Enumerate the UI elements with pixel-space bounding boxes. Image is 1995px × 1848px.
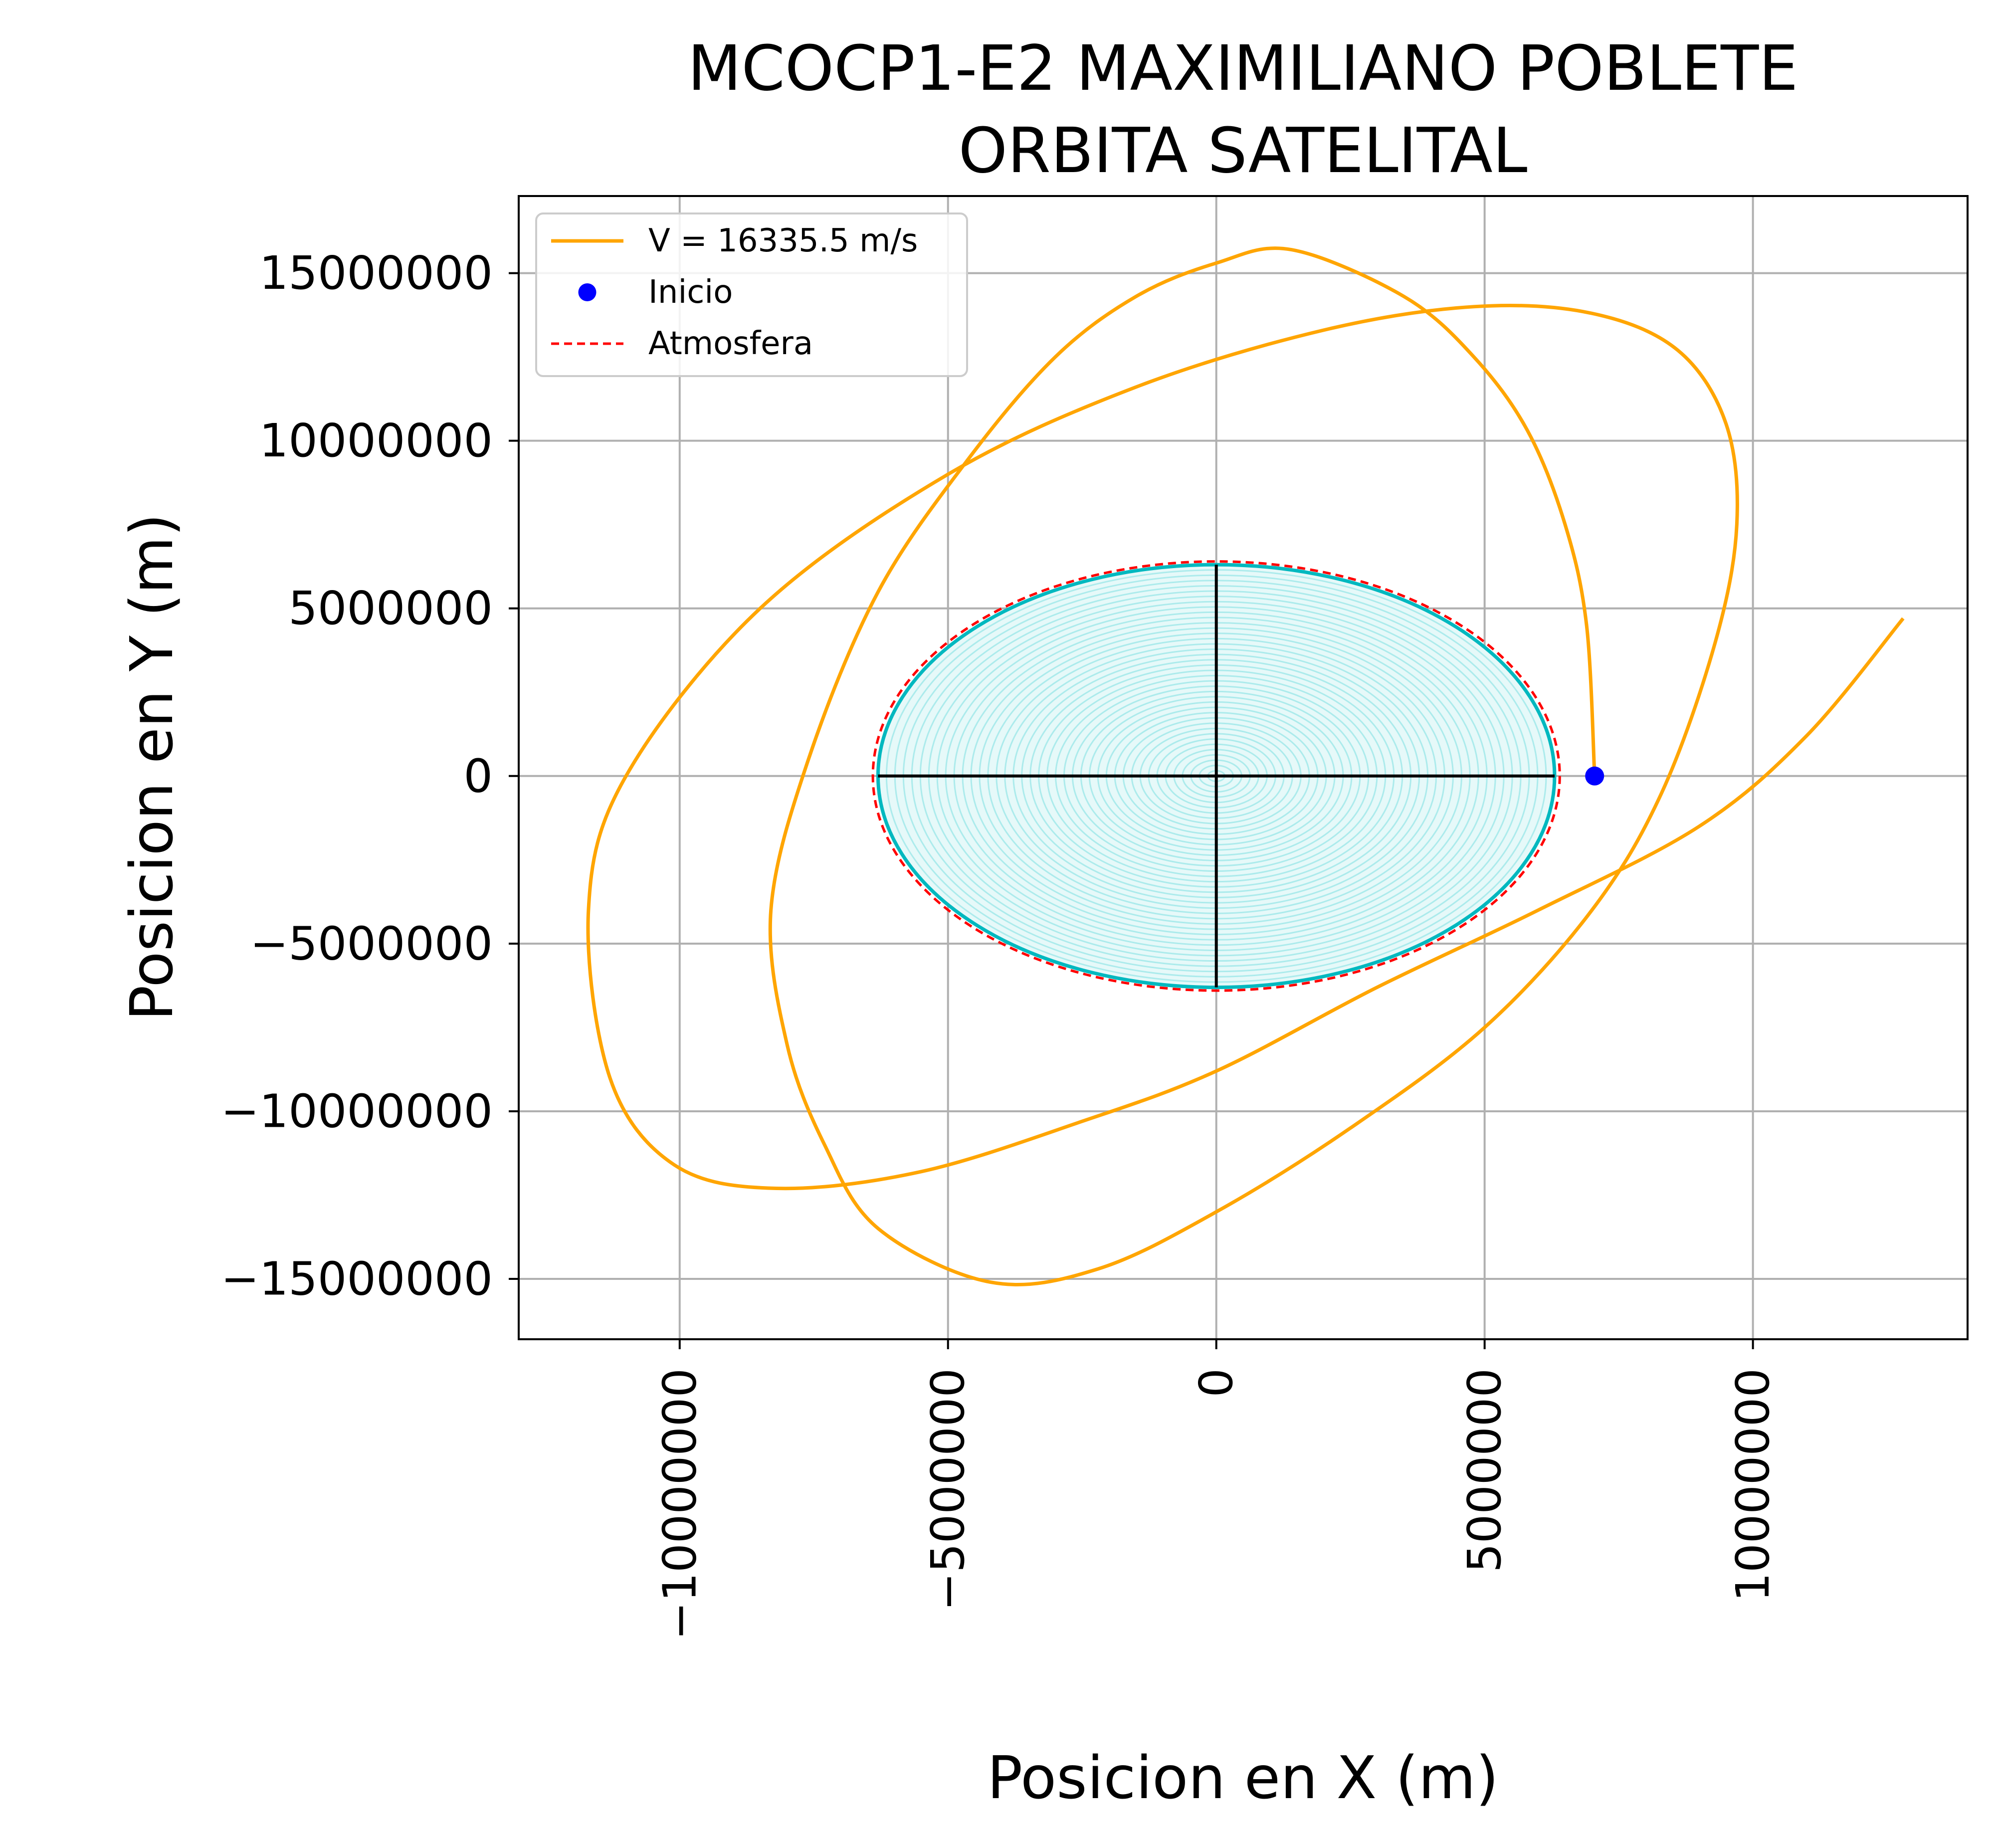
legend-label: Inicio [648,274,733,311]
x-tick-label: 5000000 [1458,1368,1511,1573]
x-tick-label: 0 [1190,1368,1243,1398]
legend-box [535,212,968,377]
x-axis-ticks: −10000000 −5000000 0 5000000 10000000 [653,1339,1780,1640]
y-tick-label: −10000000 [221,1084,493,1138]
legend: V = 16335.5 m/s Inicio Atmosfera [535,212,968,377]
chart-title-line-2: ORBITA SATELITAL [959,115,1528,187]
x-tick-label: −5000000 [921,1368,975,1611]
x-tick-label: 10000000 [1726,1368,1780,1602]
y-tick-label: 0 [463,749,493,803]
y-axis-ticks: 15000000 10000000 5000000 0 −5000000 −1000000… [221,246,519,1306]
legend-label: V = 16335.5 m/s [648,222,918,259]
x-axis-label: Posicion en X (m) [987,1743,1499,1812]
atmosphere-boundary [871,560,1561,992]
y-axis-label: Posicion en Y (m) [117,513,186,1021]
x-tick-label: −10000000 [653,1368,706,1640]
legend-handle-dot [578,283,597,301]
y-tick-label: 10000000 [259,414,493,467]
y-tick-label: 5000000 [288,582,493,635]
plot-frame [518,195,1969,1340]
earth [871,560,1561,992]
y-tick-label: −15000000 [221,1252,493,1306]
y-tick-label: −5000000 [250,917,493,970]
orbit-series [586,246,1905,1286]
legend-label: Atmosfera [648,325,813,362]
start-point-marker [1585,766,1604,786]
orbit-trajectory-line [586,246,1905,1286]
chart-title-line-1: MCOCP1-E2 MAXIMILIANO POBLETE [688,32,1798,105]
y-tick-label: 15000000 [259,246,493,300]
